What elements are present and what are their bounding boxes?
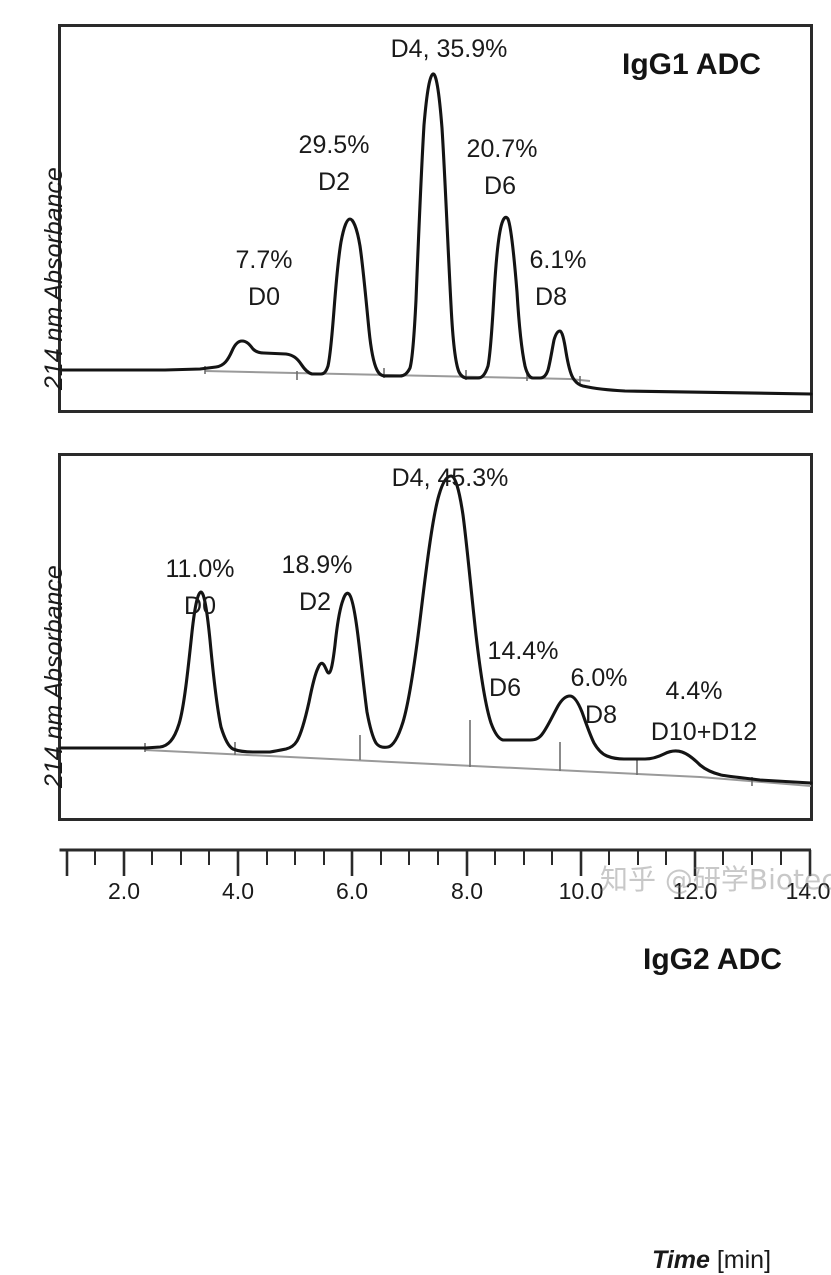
- annotation-d2-label-igg2: D2: [299, 588, 331, 616]
- integration-baseline-bottom: [144, 749, 812, 787]
- annotation-d4-igg2: D4, 45.3%: [391, 464, 509, 492]
- annotation-d2-label-igg1: D2: [318, 168, 350, 196]
- annotation-d0-label-igg1: D0: [248, 283, 280, 311]
- annotation-d10d12-label-igg2: D10+D12: [650, 718, 758, 746]
- integration-baseline-top: [204, 370, 591, 382]
- x-tick-label-12: 12.0: [672, 878, 718, 904]
- chromatogram-trace-igg1: [59, 72, 813, 396]
- annotation-d2-percent-igg2: 18.9%: [281, 551, 353, 579]
- plot-area-igg1: [58, 24, 813, 413]
- annotation-d4-igg1: D4, 35.9%: [390, 35, 508, 63]
- x-axis-ticks: [65, 850, 812, 876]
- chromatogram-trace-igg2: [59, 474, 813, 785]
- plot-area-igg2: [58, 453, 813, 876]
- annotation-d8-percent-igg1: 6.1%: [529, 246, 587, 274]
- annotation-d6-percent-igg1: 20.7%: [466, 135, 538, 163]
- x-tick-label-14: 14.0: [785, 878, 831, 904]
- plot-frame-bottom: [58, 453, 813, 821]
- x-tick-label-6: 6.0: [336, 878, 368, 904]
- annotation-d6-percent-igg2: 14.4%: [487, 637, 559, 665]
- annotation-d10d12-percent-igg2: 4.4%: [665, 677, 723, 705]
- y-axis-label-bottom: 214 nm Absorbance: [40, 565, 68, 788]
- panel-igg1-adc: 214 nm Absorbance IgG1 ADC 7.7% D0 29.5%: [0, 0, 831, 440]
- annotation-d0-percent-igg2: 11.0%: [165, 555, 235, 583]
- plot-frame-top: [58, 24, 813, 413]
- x-tick-label-4: 4.0: [222, 878, 254, 904]
- x-tick-label-2: 2.0: [108, 878, 140, 904]
- annotation-d8-percent-igg2: 6.0%: [570, 664, 628, 692]
- annotation-d8-label-igg1: D8: [535, 283, 567, 311]
- x-tick-label-8: 8.0: [451, 878, 483, 904]
- annotation-d2-percent-igg1: 29.5%: [298, 131, 370, 159]
- x-axis-title: Time [min]: [652, 1246, 771, 1275]
- annotation-d0-label-igg2: D0: [184, 592, 216, 620]
- x-tick-label-10: 10.0: [558, 878, 604, 904]
- x-axis-title-word: Time: [652, 1246, 710, 1274]
- annotation-d6-label-igg1: D6: [484, 172, 516, 200]
- panel-title-igg1: IgG1 ADC: [622, 48, 761, 81]
- annotation-d0-percent-igg1: 7.7%: [235, 246, 293, 274]
- y-axis-label-top: 214 nm Absorbance: [40, 167, 68, 390]
- panel-title-igg2: IgG2 ADC: [643, 943, 782, 976]
- annotation-d8-label-igg2: D8: [585, 701, 617, 729]
- x-axis-title-unit: [min]: [716, 1246, 772, 1274]
- panel-igg2-adc: 214 nm Absorbance IgG2 ADC: [0, 440, 831, 1274]
- annotation-d6-label-igg2: D6: [489, 674, 521, 702]
